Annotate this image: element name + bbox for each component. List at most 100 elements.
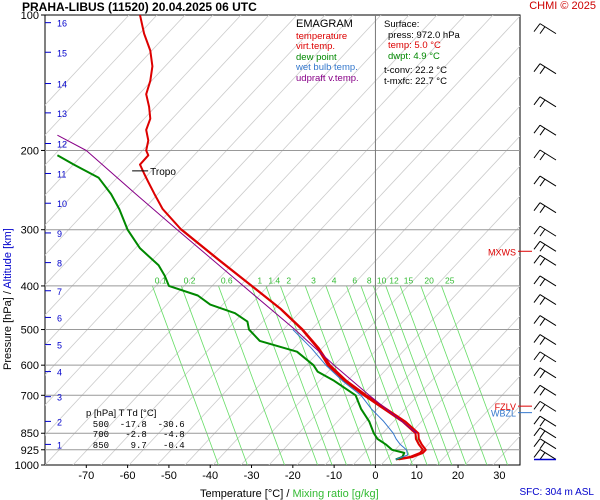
wind-barb: [533, 149, 557, 161]
temperature-tick-label: -70: [78, 470, 94, 482]
mixing-ratio-line: [385, 285, 453, 465]
series-line-udpraft-v-temp: [57, 134, 418, 434]
adiabat-line: [184, 105, 520, 465]
altitude-tick-label: 5: [57, 341, 62, 351]
adiabat-line: [324, 255, 520, 465]
mixing-ratio-label: 20: [424, 275, 434, 285]
mixing-ratio-line: [399, 285, 467, 465]
mixing-ratio-line: [265, 285, 333, 465]
adiabat-line: [72, 15, 494, 465]
adiabat-line: [45, 15, 438, 436]
altitude-tick-label: 10: [57, 199, 67, 209]
altitude-tick-label: 7: [57, 287, 62, 297]
wind-barb: [533, 438, 557, 450]
series-line-virt-temp: [181, 228, 427, 461]
altitude-tick-label: 4: [57, 368, 62, 378]
level-table-row: 500 -17.8 -30.6: [82, 419, 185, 430]
wind-barb: [533, 415, 557, 427]
annotation-fzlv: FZLV: [495, 402, 516, 412]
adiabat-line: [549, 15, 600, 465]
temperature-tick-label: -20: [285, 470, 301, 482]
temperature-tick-label: -40: [202, 470, 218, 482]
adiabat-line: [45, 15, 354, 346]
x-axis-label: Temperature [°C] / Mixing ratio [g/kg]: [200, 488, 379, 500]
chart-title: PRAHA-LIBUS (11520) 20.04.2025 06 UTC: [22, 0, 257, 14]
series-line-wet-bulb-temp: [292, 329, 409, 460]
level-table-header: p [hPa] T Td [°C]: [86, 408, 157, 419]
pressure-tick-label: 850: [21, 428, 39, 440]
wind-barb: [533, 63, 557, 75]
mixing-ratio-label: 4: [332, 275, 337, 285]
mixing-ratio-label: 25: [445, 275, 455, 285]
x-axis-temp-label: Temperature [°C]: [200, 488, 284, 500]
wind-barb: [533, 202, 557, 214]
x-axis-mix-label: Mixing ratio [g/kg]: [292, 488, 379, 500]
adiabat-line: [380, 315, 520, 465]
adiabat-line: [521, 15, 600, 465]
temperature-tick-label: 0: [372, 470, 378, 482]
mixing-ratio-line: [346, 285, 413, 465]
adiabat-line: [45, 15, 298, 286]
wind-barb: [533, 367, 557, 379]
temperature-tick-label: -50: [161, 470, 177, 482]
altitude-tick-label: 15: [57, 48, 67, 58]
adiabat-line: [45, 15, 326, 316]
temperature-tick-label: 10: [411, 470, 423, 482]
surface-press: press: 972.0 hPa: [388, 29, 460, 41]
wind-barb: [533, 175, 557, 187]
wind-barb: [533, 23, 557, 35]
series-line-temperature: [139, 15, 424, 461]
surface-info: Surface: press: 972.0 hPa temp: 5.0 °C d…: [384, 19, 460, 87]
y-axis-pres-label: Pressure [hPa]: [2, 297, 14, 370]
pressure-tick-label: 300: [21, 225, 39, 237]
wind-barb: [533, 225, 557, 237]
adiabat-line: [577, 15, 600, 465]
adiabat-line: [45, 15, 242, 226]
legend-item-temperature: temperature: [296, 30, 348, 42]
adiabat-line: [268, 195, 520, 465]
temperature-tick-label: -30: [244, 470, 260, 482]
temperature-tick-label: 30: [493, 470, 505, 482]
y-axis-label: Pressure [hPa] / Altitude [km]: [2, 228, 14, 370]
mixing-ratio-line: [441, 285, 508, 465]
mixing-ratio-label: 6: [352, 275, 357, 285]
mixing-ratio-line: [152, 285, 219, 465]
adiabat-line: [45, 15, 466, 465]
wind-barb: [533, 351, 557, 363]
mixing-ratio-line: [325, 285, 393, 465]
wind-barb: [533, 400, 557, 412]
wind-barb: [533, 294, 557, 305]
wind-barb: [533, 275, 557, 287]
adiabat-line: [408, 345, 520, 465]
adiabat-line: [45, 15, 130, 106]
altitude-tick-label: 16: [57, 19, 67, 29]
wind-barb: [533, 124, 557, 136]
adiabat-line: [212, 135, 520, 465]
series-group: [56, 15, 427, 461]
surface-tconv: t-conv: 22.2 °C: [384, 65, 447, 76]
copyright-label: CHMI © 2025: [529, 0, 596, 12]
mixing-ratio-line: [218, 285, 285, 465]
temperature-tick-label: -10: [326, 470, 342, 482]
adiabat-line: [100, 15, 520, 465]
level-table-row: 700 -2.8 -4.8: [82, 430, 185, 440]
adiabat-line: [45, 15, 158, 136]
series-line-dew-point: [56, 154, 406, 461]
surface-altitude-note: SFC: 304 m ASL: [519, 487, 594, 498]
surface-title: Surface:: [384, 19, 420, 30]
mixing-ratio-label: 1.4: [268, 275, 280, 285]
pressure-tick-label: 200: [21, 145, 39, 157]
mixing-ratio-line: [280, 285, 347, 465]
altitude-tick-label: 13: [57, 109, 67, 119]
y-axis-alt-label: Altitude [km]: [2, 228, 14, 289]
altitude-tick-label: 11: [57, 169, 66, 179]
mixing-ratio-label: 1: [257, 275, 262, 285]
annotation-mxws: MXWS: [488, 247, 516, 257]
temperature-tick-label: -60: [120, 470, 136, 482]
mixing-ratio-line: [372, 285, 440, 465]
adiabat-line: [240, 165, 520, 465]
surface-tmxfc: t-mxfc: 22.7 °C: [384, 75, 447, 87]
mixing-ratio-line: [420, 285, 488, 465]
mixing-ratio-line: [180, 285, 248, 465]
